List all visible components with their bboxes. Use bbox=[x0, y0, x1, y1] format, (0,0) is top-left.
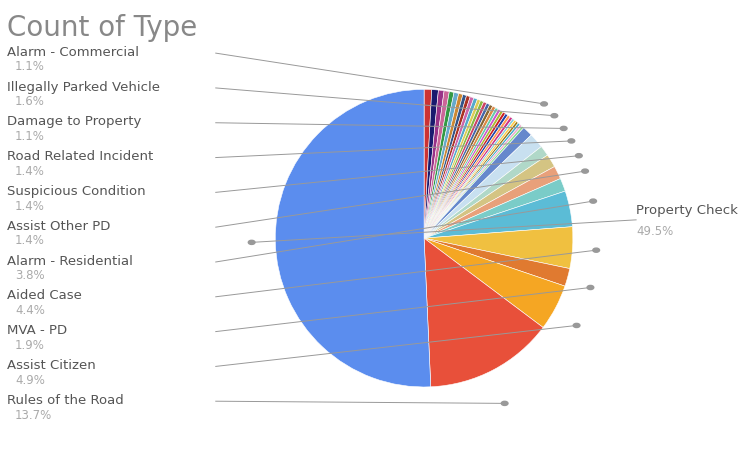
Wedge shape bbox=[424, 125, 522, 238]
Wedge shape bbox=[424, 92, 454, 238]
Wedge shape bbox=[424, 93, 463, 238]
Wedge shape bbox=[424, 103, 490, 238]
Text: 1.4%: 1.4% bbox=[15, 234, 45, 247]
Wedge shape bbox=[424, 119, 515, 238]
Wedge shape bbox=[424, 97, 474, 238]
Wedge shape bbox=[424, 238, 543, 387]
Text: Count of Type: Count of Type bbox=[7, 14, 198, 42]
Wedge shape bbox=[424, 98, 478, 238]
Text: Illegally Parked Vehicle: Illegally Parked Vehicle bbox=[7, 81, 161, 93]
Wedge shape bbox=[424, 94, 466, 238]
Wedge shape bbox=[424, 90, 444, 238]
Text: Assist Citizen: Assist Citizen bbox=[7, 359, 96, 372]
Wedge shape bbox=[424, 238, 570, 286]
Wedge shape bbox=[424, 99, 481, 238]
Wedge shape bbox=[424, 147, 548, 238]
Wedge shape bbox=[424, 104, 493, 238]
Wedge shape bbox=[424, 121, 519, 238]
Wedge shape bbox=[424, 93, 459, 238]
Text: Property Check: Property Check bbox=[636, 204, 738, 217]
Wedge shape bbox=[424, 238, 565, 327]
Text: 1.1%: 1.1% bbox=[15, 130, 45, 143]
Wedge shape bbox=[424, 96, 470, 238]
Wedge shape bbox=[424, 115, 510, 238]
Text: Suspicious Condition: Suspicious Condition bbox=[7, 185, 146, 198]
Text: 3.8%: 3.8% bbox=[15, 269, 45, 282]
Text: 1.9%: 1.9% bbox=[15, 339, 45, 352]
Text: Alarm - Commercial: Alarm - Commercial bbox=[7, 46, 139, 59]
Text: 4.9%: 4.9% bbox=[15, 374, 45, 387]
Wedge shape bbox=[424, 128, 531, 238]
Text: Assist Other PD: Assist Other PD bbox=[7, 220, 111, 233]
Wedge shape bbox=[424, 91, 449, 238]
Text: 1.6%: 1.6% bbox=[15, 95, 45, 108]
Text: Road Related Incident: Road Related Incident bbox=[7, 150, 154, 163]
Text: 1.1%: 1.1% bbox=[15, 60, 45, 73]
Wedge shape bbox=[424, 108, 498, 238]
Wedge shape bbox=[424, 167, 560, 238]
Wedge shape bbox=[424, 106, 496, 238]
Text: MVA - PD: MVA - PD bbox=[7, 324, 68, 337]
Wedge shape bbox=[424, 110, 503, 238]
Text: 1.4%: 1.4% bbox=[15, 165, 45, 178]
Wedge shape bbox=[424, 112, 506, 238]
Wedge shape bbox=[424, 191, 572, 238]
Wedge shape bbox=[424, 114, 508, 238]
Text: 4.4%: 4.4% bbox=[15, 304, 45, 317]
Wedge shape bbox=[424, 227, 573, 268]
Wedge shape bbox=[424, 120, 516, 238]
Wedge shape bbox=[275, 89, 431, 387]
Wedge shape bbox=[424, 102, 487, 238]
Wedge shape bbox=[424, 117, 513, 238]
Text: Alarm - Residential: Alarm - Residential bbox=[7, 255, 133, 267]
Wedge shape bbox=[424, 155, 554, 238]
Wedge shape bbox=[424, 126, 524, 238]
Wedge shape bbox=[424, 100, 484, 238]
Text: Aided Case: Aided Case bbox=[7, 289, 83, 302]
Wedge shape bbox=[424, 179, 565, 238]
Text: Rules of the Road: Rules of the Road bbox=[7, 394, 124, 407]
Wedge shape bbox=[424, 89, 432, 238]
Wedge shape bbox=[424, 109, 501, 238]
Text: 49.5%: 49.5% bbox=[636, 225, 673, 238]
Wedge shape bbox=[424, 135, 542, 238]
Wedge shape bbox=[424, 123, 520, 238]
Text: 1.4%: 1.4% bbox=[15, 200, 45, 213]
Text: Damage to Property: Damage to Property bbox=[7, 115, 142, 128]
Wedge shape bbox=[424, 90, 438, 238]
Text: 13.7%: 13.7% bbox=[15, 409, 52, 421]
